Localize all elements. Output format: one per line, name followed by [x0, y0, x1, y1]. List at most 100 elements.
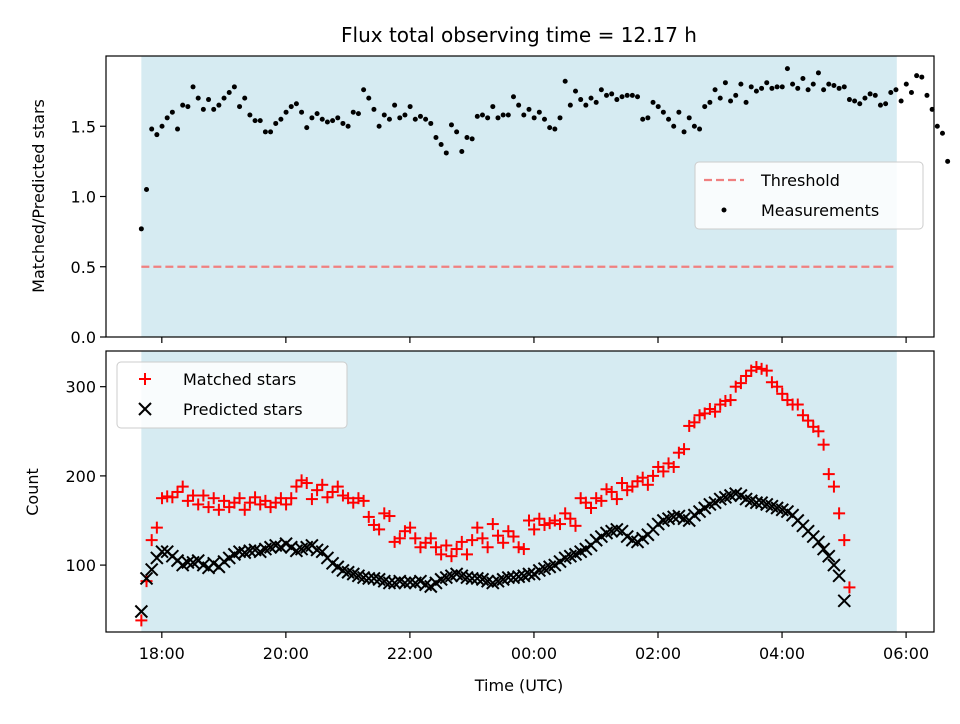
matched-point [647, 469, 660, 482]
measurement-point [386, 116, 392, 122]
measurement-point [903, 81, 909, 87]
x-tick-label: 22:00 [387, 644, 433, 663]
measurement-point [464, 134, 470, 140]
measurement-point [144, 186, 150, 192]
measurement-point [309, 115, 315, 121]
matched-point [357, 494, 370, 507]
measurement-point [681, 129, 687, 135]
matched-point [771, 380, 784, 393]
bottom-legend: Matched stars Predicted stars [116, 361, 348, 429]
matched-point [280, 498, 293, 511]
matched-point [460, 548, 473, 561]
measurement-point [604, 92, 610, 98]
matched-point [450, 543, 463, 556]
matched-point [383, 510, 396, 523]
predicted-point [356, 570, 371, 585]
measurement-point [350, 109, 356, 115]
matched-point [471, 521, 484, 534]
measurement-point [237, 104, 243, 110]
measurement-point [593, 99, 599, 105]
y-tick-label: 200 [65, 467, 96, 486]
matched-point [192, 498, 205, 511]
measurement-point [697, 126, 703, 132]
measurement-point [619, 94, 625, 100]
measurement-point [815, 70, 821, 76]
matched-point [305, 493, 318, 506]
measurement-point [474, 113, 480, 119]
measurement-point [666, 116, 672, 122]
predicted-point [382, 576, 397, 590]
matched-point [476, 532, 489, 545]
matched-point [554, 518, 567, 531]
measurement-point [635, 94, 641, 100]
matched-point [424, 532, 437, 545]
measurement-point [216, 102, 222, 108]
measurement-point [299, 109, 305, 115]
top-y-axis-label: Matched/Predicted stars [29, 99, 48, 293]
matched-legend-swatch [139, 373, 151, 385]
measurement-point [655, 104, 661, 110]
measurement-point [598, 87, 604, 93]
measurement-point [867, 91, 873, 97]
matched-point [336, 489, 349, 502]
matched-point [703, 402, 716, 415]
predicted-point [398, 576, 412, 590]
predicted-point [827, 558, 841, 572]
matched-point [817, 438, 830, 451]
y-tick-label: 1.0 [71, 188, 96, 207]
matched-point [290, 480, 303, 493]
measurement-point [624, 92, 630, 98]
measurement-point [852, 98, 858, 104]
matched-point [843, 581, 856, 594]
top-panel: 0.0 0.5 1.0 1.5 Matched/Predicted stars Thr… [29, 55, 951, 347]
predicted-point [822, 549, 836, 563]
measurement-point [304, 125, 310, 131]
measurement-point [175, 126, 181, 132]
measurement-point [180, 102, 186, 108]
measurement-point [190, 84, 196, 90]
matched-point [181, 494, 194, 507]
measurement-point [361, 87, 367, 93]
measurement-point [578, 97, 584, 103]
measurement-point [836, 85, 842, 91]
y-tick-label: 1.5 [71, 117, 96, 136]
matched-point [249, 491, 262, 504]
matched-legend-label: Matched stars [183, 370, 296, 389]
measurement-point [898, 98, 904, 104]
matched-point [827, 480, 840, 493]
measurement-point [857, 101, 863, 107]
predicted-point [506, 570, 521, 585]
matched-point [605, 485, 618, 498]
matched-point [466, 534, 479, 547]
measurement-point [278, 116, 284, 122]
matched-point [512, 541, 525, 554]
measurement-point [402, 112, 408, 118]
x-tick-label: 18:00 [139, 644, 185, 663]
matched-point [171, 485, 184, 498]
matched-point [187, 489, 200, 502]
measurement-point [536, 109, 542, 115]
measurement-point [505, 112, 511, 118]
measurement-point [831, 83, 837, 89]
predicted-point [181, 555, 195, 570]
matched-point [326, 485, 339, 498]
matched-point [528, 523, 541, 536]
matched-point [688, 416, 701, 429]
measurement-point [779, 84, 785, 90]
measurement-point [355, 111, 361, 117]
measurement-point [345, 123, 351, 129]
measurement-point [805, 87, 811, 93]
measurement-point [495, 115, 501, 121]
measurement-point [547, 125, 553, 131]
measurement-point [717, 95, 723, 101]
x-tick-label: 06:00 [883, 644, 929, 663]
measurement-point [919, 74, 925, 80]
matched-point [734, 377, 747, 390]
measurement-point [671, 123, 677, 129]
matched-point [724, 394, 737, 407]
matched-point [610, 493, 623, 506]
y-tick-label: 0.0 [71, 328, 96, 347]
matched-point [533, 512, 546, 525]
matched-point [393, 532, 406, 545]
measurement-point [650, 99, 656, 105]
